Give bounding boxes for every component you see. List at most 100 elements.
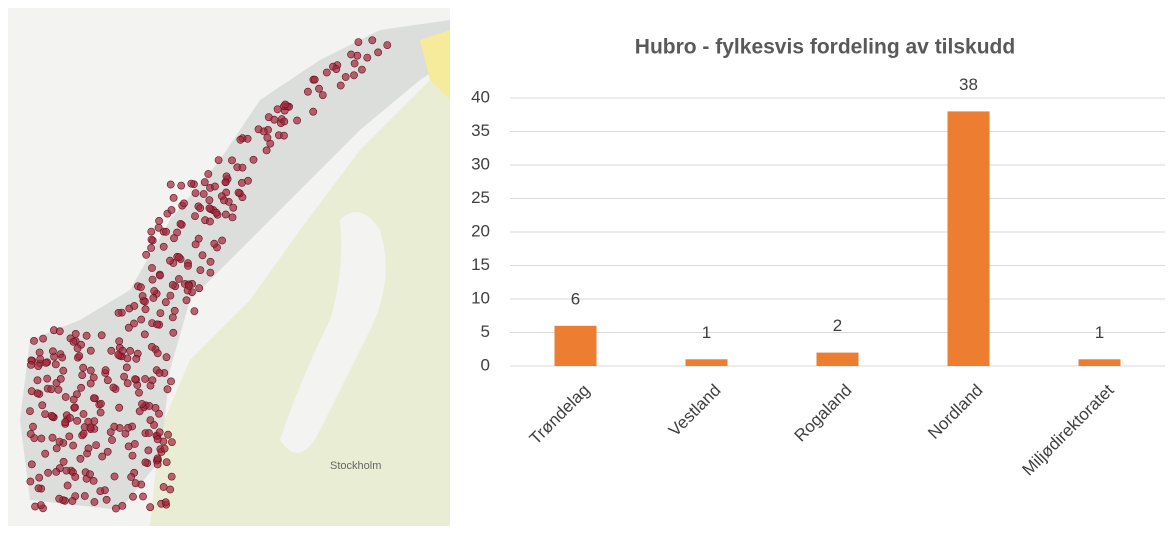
map-dot xyxy=(42,450,49,457)
map-dot xyxy=(164,386,171,393)
map-dot xyxy=(90,395,97,402)
map-dot xyxy=(274,106,281,113)
map-dot xyxy=(164,431,171,438)
map-dot xyxy=(104,377,111,384)
map-dot xyxy=(56,328,63,335)
map-dot xyxy=(191,308,198,315)
map-dot xyxy=(93,442,100,449)
map-dot xyxy=(116,338,123,345)
map-dot xyxy=(80,430,87,437)
map-dot xyxy=(351,60,358,67)
map-dot xyxy=(87,347,94,354)
map-dot xyxy=(223,173,230,180)
map-dot xyxy=(80,410,87,417)
map-dot xyxy=(160,243,167,250)
map-dot xyxy=(49,434,56,441)
map-dot xyxy=(358,66,365,73)
map-dot xyxy=(123,364,130,371)
map-dot xyxy=(213,209,220,216)
map-dot xyxy=(87,424,94,431)
map-dot xyxy=(87,380,94,387)
map-dot xyxy=(315,85,322,92)
y-tick-label: 35 xyxy=(471,121,490,140)
map-dot xyxy=(143,251,150,258)
map-dot xyxy=(131,302,138,309)
map-dot xyxy=(69,497,76,504)
map-dot xyxy=(131,440,138,447)
map-dot xyxy=(200,190,207,197)
map-dot xyxy=(42,411,49,418)
map-dot xyxy=(196,285,203,292)
map-dot xyxy=(250,156,257,163)
map-dot xyxy=(70,442,77,449)
map-dot xyxy=(150,294,157,301)
data-label: 2 xyxy=(833,316,842,335)
y-tick-label: 10 xyxy=(471,288,490,307)
map-dot xyxy=(44,375,51,382)
map-dot xyxy=(30,337,37,344)
y-tick-label: 25 xyxy=(471,188,490,207)
map-dot xyxy=(98,332,105,339)
map-dot xyxy=(310,108,317,115)
map-dot xyxy=(60,458,67,465)
map-dot xyxy=(154,350,161,357)
map-dot xyxy=(124,380,131,387)
map-dot xyxy=(70,396,77,403)
map-dot xyxy=(102,367,109,374)
map-dot xyxy=(197,267,204,274)
map-dot xyxy=(60,367,67,374)
map-dot xyxy=(52,361,59,368)
map-dot xyxy=(219,237,226,244)
page: Stockholm Hubro - fylkesvis fordeling av… xyxy=(0,0,1171,539)
map-dot xyxy=(81,492,88,499)
map-dot xyxy=(178,182,185,189)
map-dot xyxy=(168,206,175,213)
map-dot xyxy=(199,252,206,259)
map-dot xyxy=(80,364,87,371)
map-dot xyxy=(155,224,162,231)
map-dot xyxy=(97,400,104,407)
map-dot xyxy=(27,361,34,368)
map-dot xyxy=(111,473,118,480)
map-dot xyxy=(220,197,227,204)
map-dot xyxy=(63,467,70,474)
data-label: 38 xyxy=(959,75,978,94)
map-dot xyxy=(48,412,55,419)
data-label: 1 xyxy=(1095,323,1104,342)
map-dot xyxy=(129,452,136,459)
map-dot xyxy=(156,217,163,224)
map-dot xyxy=(319,92,326,99)
map-dot xyxy=(211,240,218,247)
map-dot xyxy=(154,321,161,328)
map-dot xyxy=(56,438,63,445)
map-dot xyxy=(28,388,35,395)
map-dot xyxy=(45,469,52,476)
map-dot xyxy=(141,331,148,338)
map-dot xyxy=(142,459,149,466)
map-dot xyxy=(148,228,155,235)
x-tick-label: Miljødirektoratet xyxy=(1019,380,1118,479)
map-dot xyxy=(39,402,46,409)
map-dot xyxy=(59,354,66,361)
map-dot xyxy=(77,455,84,462)
map-dot xyxy=(108,347,115,354)
y-tick-label: 0 xyxy=(481,355,490,374)
map-dot xyxy=(53,445,60,452)
map-dot xyxy=(237,136,244,143)
map-dot xyxy=(147,504,154,511)
map-dot xyxy=(27,478,34,485)
map-dot xyxy=(148,264,155,271)
map: Stockholm xyxy=(8,8,450,526)
map-dot xyxy=(156,429,163,436)
map-dot xyxy=(64,482,71,489)
map-dot xyxy=(70,338,77,345)
x-tick-label: Nordland xyxy=(924,381,986,443)
map-dot xyxy=(115,309,122,316)
map-dot xyxy=(108,436,115,443)
map-dot xyxy=(112,505,119,512)
y-tick-label: 15 xyxy=(471,255,490,274)
map-dot xyxy=(230,204,237,211)
map-dot xyxy=(229,214,236,221)
map-dot xyxy=(184,262,191,269)
map-dot xyxy=(36,349,43,356)
